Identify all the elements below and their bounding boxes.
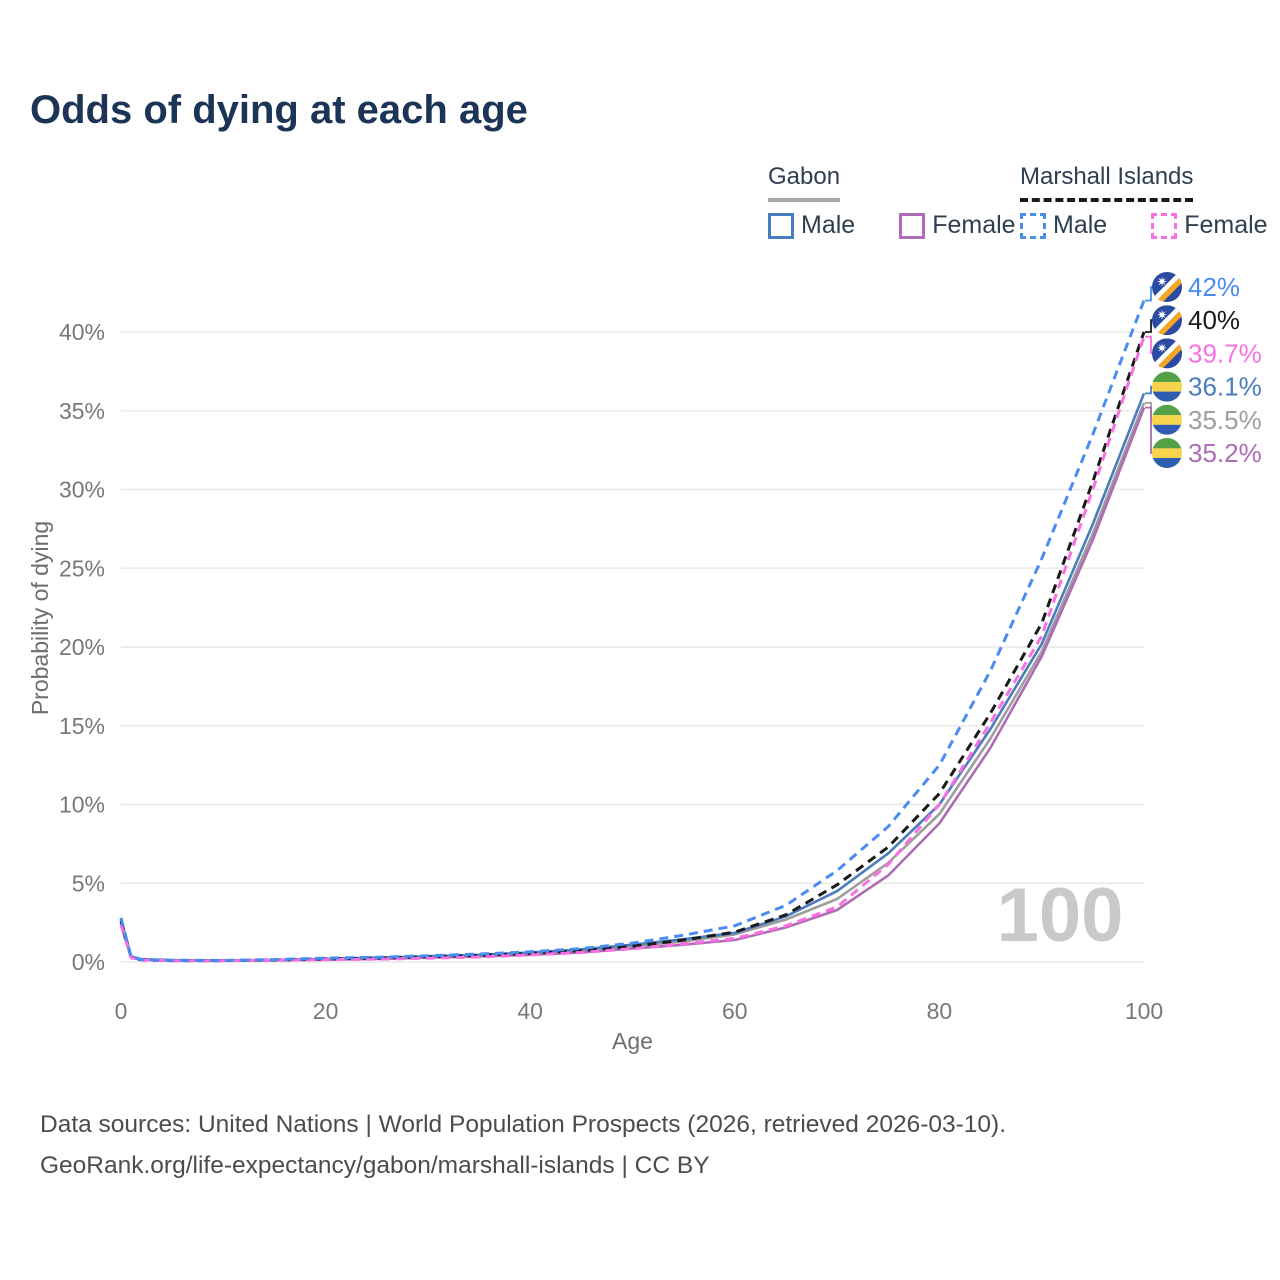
marshall-islands-female-swatch-icon bbox=[1151, 212, 1178, 239]
marshall-islands-male-swatch-icon bbox=[1020, 212, 1046, 239]
legend-label-gabon-male: Male bbox=[801, 211, 856, 239]
legend-group-marshall-islands: Marshall Islands Male Female bbox=[1020, 163, 1268, 240]
y-tick-label-10: 10% bbox=[59, 792, 105, 818]
watermark-age-100: 100 bbox=[997, 873, 1124, 958]
y-tick-label-15: 15% bbox=[59, 713, 105, 739]
x-tick-label-60: 60 bbox=[722, 998, 748, 1024]
end-value-label-marshall-islands-male: 42% bbox=[1188, 272, 1240, 302]
x-tick-label-100: 100 bbox=[1125, 998, 1163, 1024]
legend-item-marshall-islands-male: Male bbox=[1020, 211, 1107, 240]
legend-item-marshall-islands-female: Female bbox=[1151, 211, 1268, 240]
legend-label-gabon-female: Female bbox=[932, 211, 1016, 239]
marshall-islands-flag-icon bbox=[1152, 305, 1186, 339]
marshall-islands-flag-icon bbox=[1152, 338, 1186, 372]
data-sources: Data sources: United Nations | World Pop… bbox=[40, 1104, 1006, 1186]
x-tick-label-80: 80 bbox=[927, 998, 953, 1024]
series-line-marshall-islands-male bbox=[119, 299, 1146, 962]
y-tick-label-5: 5% bbox=[72, 870, 105, 896]
gabon-female-swatch-icon bbox=[899, 212, 926, 239]
gabon-flag-icon bbox=[1152, 372, 1182, 402]
series-line-gabon-both bbox=[119, 402, 1146, 962]
y-tick-label-0: 0% bbox=[72, 949, 105, 975]
y-tick-label-20: 20% bbox=[59, 634, 105, 660]
series-line-gabon-male bbox=[119, 392, 1146, 962]
series-line-gabon-female bbox=[119, 407, 1146, 962]
legend: Gabon Male Female Marshall Islands Male bbox=[0, 0, 1280, 250]
y-tick-label-35: 35% bbox=[59, 398, 105, 424]
legend-group-title-gabon: Gabon bbox=[768, 163, 841, 202]
y-tick-label-40: 40% bbox=[59, 319, 105, 345]
y-tick-label-30: 30% bbox=[59, 477, 105, 503]
x-axis-title: Age bbox=[612, 1028, 653, 1054]
marshall-islands-flag-icon bbox=[1152, 272, 1186, 306]
y-axis-title: Probability of dying bbox=[27, 521, 53, 715]
end-value-label-gabon-both: 35.5% bbox=[1188, 405, 1262, 435]
legend-item-gabon-female: Female bbox=[899, 211, 1016, 240]
data-sources-line2: GeoRank.org/life-expectancy/gabon/marsha… bbox=[40, 1152, 710, 1179]
series-line-marshall-islands-female bbox=[119, 336, 1146, 963]
end-value-label-gabon-male: 36.1% bbox=[1188, 372, 1262, 402]
gabon-flag-icon bbox=[1152, 405, 1182, 435]
end-value-label-gabon-female: 35.2% bbox=[1188, 438, 1262, 468]
x-tick-label-40: 40 bbox=[517, 998, 543, 1024]
legend-label-marshall-islands-female: Female bbox=[1184, 211, 1268, 239]
data-sources-line1: Data sources: United Nations | World Pop… bbox=[40, 1111, 1007, 1138]
x-tick-label-20: 20 bbox=[313, 998, 339, 1024]
y-tick-label-25: 25% bbox=[59, 555, 105, 581]
legend-item-gabon-male: Male bbox=[768, 211, 855, 240]
end-value-label-marshall-islands-both: 40% bbox=[1188, 305, 1240, 335]
end-value-label-marshall-islands-female: 39.7% bbox=[1188, 338, 1262, 368]
legend-label-marshall-islands-male: Male bbox=[1053, 211, 1108, 239]
chart-title: Odds of dying at each age bbox=[30, 88, 528, 132]
gabon-flag-icon bbox=[1152, 438, 1182, 468]
legend-group-title-marshall-islands: Marshall Islands bbox=[1020, 163, 1194, 202]
legend-group-gabon: Gabon Male Female bbox=[768, 163, 1016, 240]
gabon-male-swatch-icon bbox=[768, 212, 794, 239]
x-tick-label-0: 0 bbox=[115, 998, 128, 1024]
